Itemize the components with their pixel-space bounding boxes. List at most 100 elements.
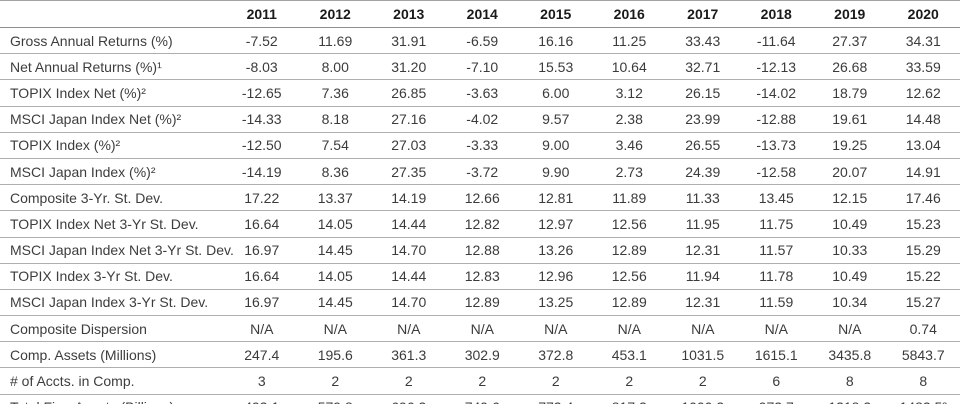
row-label: Gross Annual Returns (%) (0, 27, 225, 55)
cell-value: 8 (813, 367, 887, 395)
cell-value: 14.19 (372, 184, 446, 212)
year-column-header: 2013 (372, 0, 446, 28)
cell-value: N/A (372, 315, 446, 343)
cell-value: 2.38 (592, 106, 666, 133)
cell-value: 247.4 (225, 341, 299, 369)
table-row: Composite Dispersion N/A N/A N/A N/A N/A N/A N/… (0, 315, 960, 343)
table-row: Comp. Assets (Millions) 247.4 195.6 361.3 30… (0, 341, 960, 369)
year-column-header: 2016 (592, 0, 666, 28)
cell-value: 16.16 (519, 27, 593, 55)
year-column-header: 2015 (519, 0, 593, 28)
table-row: Composite 3-Yr. St. Dev. 17.22 13.37 14.19 1… (0, 184, 960, 212)
cell-value: 7.36 (298, 79, 372, 107)
cell-value: 19.25 (813, 132, 887, 159)
cell-value: 13.26 (519, 237, 593, 264)
row-label: MSCI Japan Index 3-Yr St. Dev. (0, 289, 225, 317)
cell-value: 16.97 (225, 237, 299, 264)
cell-value: 8 (886, 367, 960, 395)
table-row: TOPIX Index Net (%)² -12.65 7.36 26.85 -3.63… (0, 79, 960, 107)
cell-value: 5843.7 (886, 341, 960, 369)
cell-value: 11.33 (666, 184, 740, 212)
cell-value: 34.31 (886, 27, 960, 55)
cell-value: 11.75 (739, 210, 813, 238)
cell-value: 13.45 (739, 184, 813, 212)
cell-value: -13.73 (739, 132, 813, 159)
cell-value: 33.59 (886, 53, 960, 81)
cell-value: 11.25 (592, 27, 666, 55)
table-row: MSCI Japan Index Net (%)² -14.33 8.18 27.16… (0, 106, 960, 133)
header-row: 2011 2012 2013 2014 2015 2016 2017 2018 2019 2020 (0, 0, 960, 28)
cell-value: 11.78 (739, 263, 813, 290)
cell-value: 14.05 (298, 263, 372, 290)
table-row: MSCI Japan Index (%)² -14.19 8.36 27.35 -3.7… (0, 158, 960, 186)
cell-value: 9.00 (519, 132, 593, 159)
cell-value: 32.71 (666, 53, 740, 81)
cell-value: -7.52 (225, 27, 299, 55)
cell-value: 14.45 (298, 237, 372, 264)
cell-value: N/A (592, 315, 666, 343)
cell-value: 15.23 (886, 210, 960, 238)
cell-value: 493.1 (225, 394, 299, 404)
cell-value: 2 (666, 367, 740, 395)
cell-value: 11.59 (739, 289, 813, 317)
table-row: TOPIX Index 3-Yr St. Dev. 16.64 14.05 14.44… (0, 263, 960, 290)
cell-value: 12.88 (445, 237, 519, 264)
cell-value: 26.55 (666, 132, 740, 159)
cell-value: 10.49 (813, 263, 887, 290)
cell-value: 2 (519, 367, 593, 395)
cell-value: 972.7 (739, 394, 813, 404)
cell-value: N/A (739, 315, 813, 343)
cell-value: 1218.2 (813, 394, 887, 404)
cell-value: 14.44 (372, 263, 446, 290)
cell-value: 19.61 (813, 106, 887, 133)
cell-value: -4.02 (445, 106, 519, 133)
cell-value: 3.12 (592, 79, 666, 107)
cell-value: N/A (445, 315, 519, 343)
cell-value: 12.31 (666, 289, 740, 317)
cell-value: 361.3 (372, 341, 446, 369)
table-row: TOPIX Index (%)² -12.50 7.54 27.03 -3.33 9.00… (0, 132, 960, 159)
cell-value: 2 (445, 367, 519, 395)
cell-value: -3.63 (445, 79, 519, 107)
cell-value: 10.33 (813, 237, 887, 264)
cell-value: -14.02 (739, 79, 813, 107)
cell-value: 12.89 (592, 289, 666, 317)
cell-value: -12.65 (225, 79, 299, 107)
cell-value: 31.91 (372, 27, 446, 55)
cell-value: 14.91 (886, 158, 960, 186)
cell-value: 12.82 (445, 210, 519, 238)
row-label: Composite 3-Yr. St. Dev. (0, 184, 225, 212)
cell-value: 772.4 (519, 394, 593, 404)
cell-value: 6 (739, 367, 813, 395)
cell-value: 14.48 (886, 106, 960, 133)
cell-value: 749.6 (445, 394, 519, 404)
year-column-header: 2020 (886, 0, 960, 28)
cell-value: 8.36 (298, 158, 372, 186)
cell-value: 27.03 (372, 132, 446, 159)
row-label: TOPIX Index Net 3-Yr St. Dev. (0, 210, 225, 238)
cell-value: 15.27 (886, 289, 960, 317)
row-label: TOPIX Index 3-Yr St. Dev. (0, 263, 225, 290)
cell-value: 16.64 (225, 263, 299, 290)
cell-value: 10.49 (813, 210, 887, 238)
cell-value: 3435.8 (813, 341, 887, 369)
cell-value: 3 (225, 367, 299, 395)
cell-value: 14.05 (298, 210, 372, 238)
cell-value: 6.00 (519, 79, 593, 107)
row-label: MSCI Japan Index Net (%)² (0, 106, 225, 133)
cell-value: 14.70 (372, 237, 446, 264)
cell-value: -12.58 (739, 158, 813, 186)
cell-value: 11.95 (666, 210, 740, 238)
cell-value: 12.31 (666, 237, 740, 264)
cell-value: 11.57 (739, 237, 813, 264)
cell-value: 12.66 (445, 184, 519, 212)
cell-value: 453.1 (592, 341, 666, 369)
cell-value: 1615.1 (739, 341, 813, 369)
cell-value: 10.64 (592, 53, 666, 81)
cell-value: 12.96 (519, 263, 593, 290)
cell-value: 16.64 (225, 210, 299, 238)
year-column-header: 2018 (739, 0, 813, 28)
cell-value: 13.25 (519, 289, 593, 317)
cell-value: N/A (813, 315, 887, 343)
cell-value: 33.43 (666, 27, 740, 55)
